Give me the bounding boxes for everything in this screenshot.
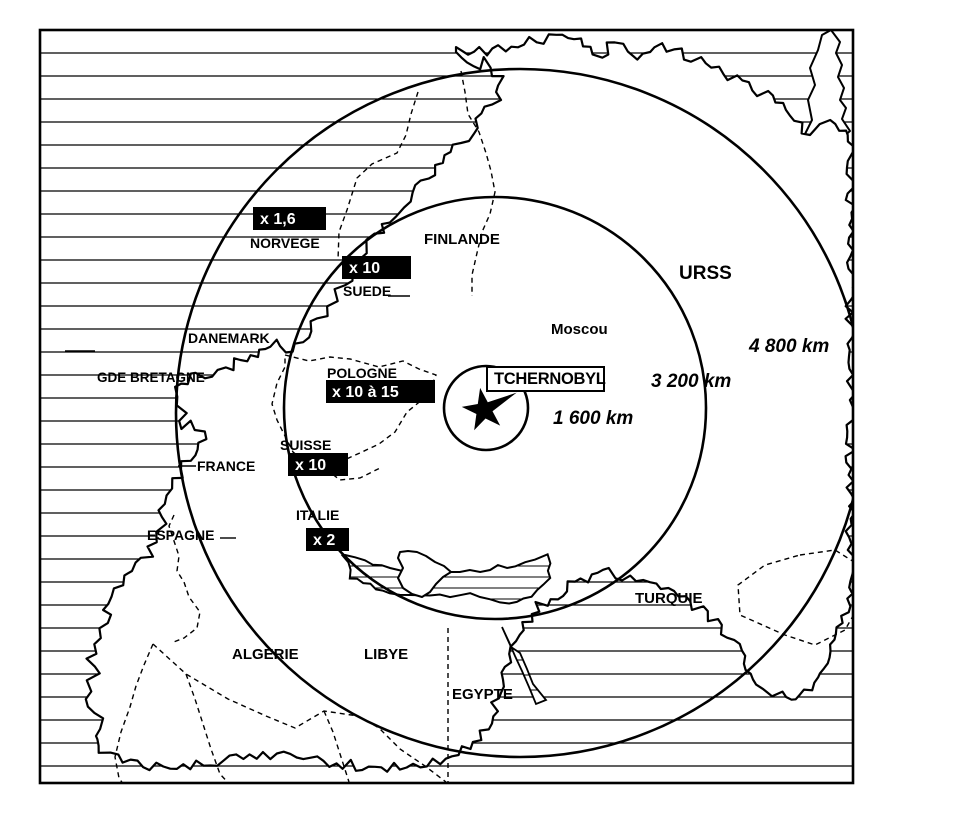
svg-text:x 1,6: x 1,6 <box>260 211 296 228</box>
svg-text:POLOGNE: POLOGNE <box>327 365 397 381</box>
svg-text:SUISSE: SUISSE <box>280 437 331 453</box>
svg-text:GDE BRETAGNE: GDE BRETAGNE <box>97 370 205 385</box>
svg-text:NORVEGE: NORVEGE <box>250 235 320 251</box>
svg-text:FINLANDE: FINLANDE <box>424 231 500 248</box>
svg-text:ALGERIE: ALGERIE <box>232 646 299 663</box>
svg-text:EGYPTE: EGYPTE <box>452 686 513 703</box>
svg-text:3 200 km: 3 200 km <box>651 371 731 392</box>
svg-text:TURQUIE: TURQUIE <box>635 590 703 607</box>
svg-text:DANEMARK: DANEMARK <box>188 330 270 346</box>
svg-text:x 10: x 10 <box>295 457 326 474</box>
svg-text:LIBYE: LIBYE <box>364 646 408 663</box>
svg-text:4 800 km: 4 800 km <box>748 336 829 357</box>
svg-text:FRANCE: FRANCE <box>197 458 255 474</box>
svg-text:1 600 km: 1 600 km <box>553 408 633 429</box>
svg-text:x 10: x 10 <box>349 260 380 277</box>
svg-text:ITALIE: ITALIE <box>296 507 339 523</box>
svg-text:TCHERNOBYL: TCHERNOBYL <box>494 370 606 388</box>
svg-text:x 10 à 15: x 10 à 15 <box>332 384 399 401</box>
svg-text:x 2: x 2 <box>313 532 335 549</box>
svg-text:SUEDE: SUEDE <box>343 283 391 299</box>
svg-text:Moscou: Moscou <box>551 321 608 338</box>
svg-text:ESPAGNE: ESPAGNE <box>147 527 214 543</box>
svg-text:URSS: URSS <box>679 263 732 284</box>
